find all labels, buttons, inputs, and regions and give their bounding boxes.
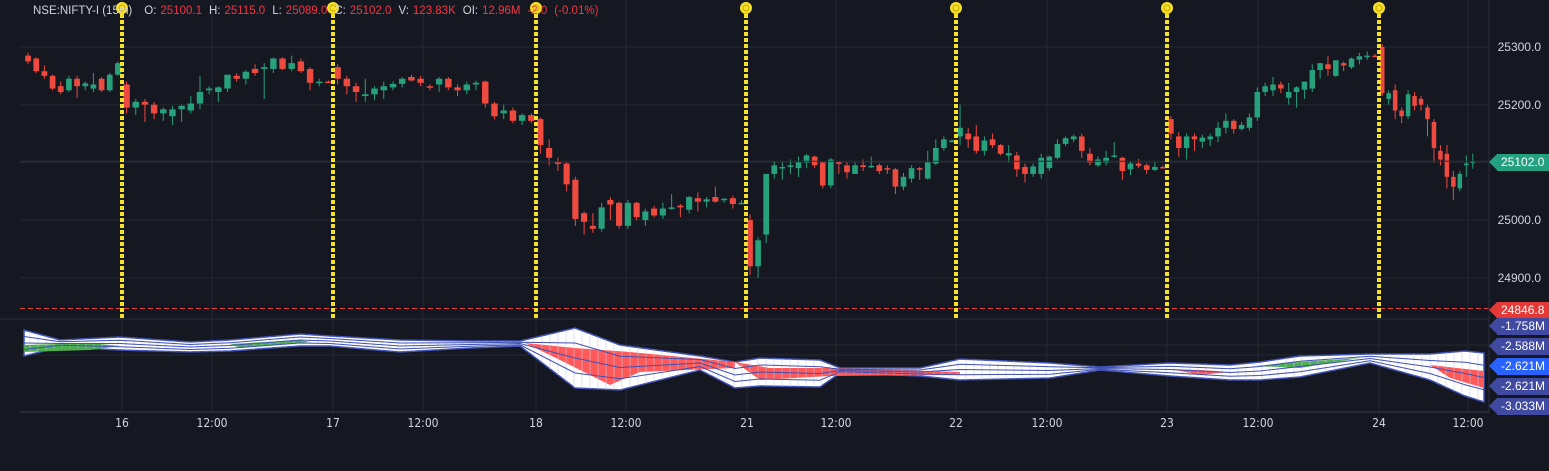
indicator-value-badge: -2.621M <box>1488 378 1549 395</box>
time-tick: 12:00 <box>1242 416 1274 430</box>
price-tick: 25200.0 <box>1497 98 1541 112</box>
coin-icon[interactable] <box>1161 2 1173 14</box>
change-percent: (-0.01%) <box>554 5 599 17</box>
time-tick: 12:00 <box>196 416 228 430</box>
coin-icon[interactable] <box>950 2 962 14</box>
price-tick: 25000.0 <box>1497 213 1541 227</box>
price-tick: 25300.0 <box>1497 40 1541 54</box>
coin-icon[interactable] <box>327 2 339 14</box>
open-label: O: <box>144 5 157 17</box>
time-tick: 12:00 <box>820 416 852 430</box>
last-price-badge: 25102.0 <box>1488 154 1549 171</box>
time-tick: 12:00 <box>1031 416 1063 430</box>
price-tick: 24900.0 <box>1497 271 1541 285</box>
high-value: 25115.0 <box>224 5 266 17</box>
change-value: -2.0 <box>527 5 548 17</box>
time-tick: 12:00 <box>610 416 642 430</box>
indicator-value-badge: -3.033M <box>1488 398 1549 415</box>
coin-icon[interactable] <box>1373 2 1385 14</box>
close-label: C: <box>334 5 346 17</box>
coin-icon[interactable] <box>740 2 752 14</box>
candlestick-series <box>20 44 1489 278</box>
time-tick: 12:00 <box>407 416 439 430</box>
low-value: 25089.0 <box>285 5 328 17</box>
coin-icon[interactable] <box>530 2 542 14</box>
coin-icon[interactable] <box>116 2 128 14</box>
indicator-value-badge: -2.621M <box>1488 358 1549 375</box>
oi-label: OI: <box>462 5 479 17</box>
symbol-title[interactable]: NSE:NIFTY-I (15m) <box>33 5 133 17</box>
indicator-ribbon <box>23 327 1485 404</box>
session-markers[interactable] <box>116 2 1385 318</box>
indicator-value-badge: -2.588M <box>1488 338 1549 355</box>
time-tick: 16 <box>115 416 129 430</box>
open-value: 25100.1 <box>160 5 202 17</box>
time-tick: 22 <box>949 416 963 430</box>
volume-label: V: <box>398 5 409 17</box>
oi-value: 12.96M <box>482 5 521 17</box>
low-label: L: <box>272 5 282 17</box>
ohlc-legend: NSE:NIFTY-I (15m) O: 25100.1 H: 25115.0 … <box>33 5 605 17</box>
time-tick: 17 <box>326 416 340 430</box>
time-tick: 12:00 <box>1452 416 1484 430</box>
close-value: 25102.0 <box>349 5 392 17</box>
volume-value: 123.83K <box>412 5 456 17</box>
indicator-value-badge: -1.758M <box>1488 318 1549 335</box>
time-tick: 18 <box>529 416 543 430</box>
hline-price-badge: 24846.8 <box>1488 302 1549 319</box>
time-tick: 23 <box>1160 416 1174 430</box>
high-label: H: <box>208 5 221 17</box>
time-tick: 21 <box>740 416 754 430</box>
time-tick: 24 <box>1372 416 1386 430</box>
